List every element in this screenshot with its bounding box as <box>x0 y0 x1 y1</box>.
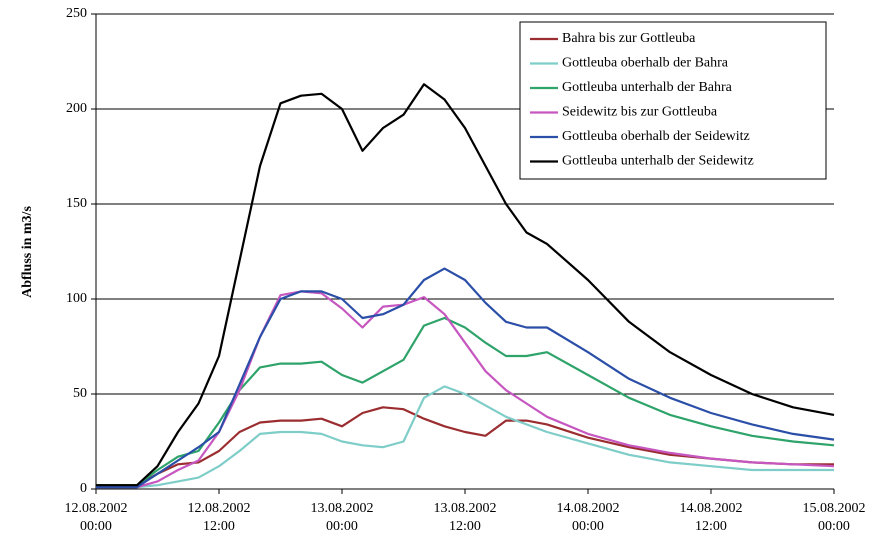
y-tick-label: 200 <box>66 101 87 116</box>
legend-box <box>519 21 827 180</box>
x-tick-label: 15.08.2002 00:00 <box>802 501 866 534</box>
x-tick-label: 13.08.2002 12:00 <box>433 501 497 534</box>
series-line <box>96 316 835 487</box>
x-tick-label: 12.08.2002 12:00 <box>187 501 251 534</box>
y-tick-label: 250 <box>66 6 87 21</box>
y-tick-label: 0 <box>80 481 87 496</box>
legend-label: Gottleuba unterhalb der Bahra <box>562 80 733 95</box>
x-tick-label: 14.08.2002 12:00 <box>679 501 743 534</box>
y-tick-label: 50 <box>73 386 87 401</box>
y-tick-label: 150 <box>66 196 87 211</box>
y-tick-label: 100 <box>66 291 87 306</box>
legend-label: Gottleuba oberhalb der Bahra <box>562 56 729 71</box>
series-line <box>96 385 834 489</box>
x-tick-label: 13.08.2002 00:00 <box>310 501 374 534</box>
legend-label: Seidewitz bis zur Gottleuba <box>562 105 718 120</box>
legend-label: Bahra bis zur Gottleuba <box>562 31 696 46</box>
series-line <box>96 406 834 487</box>
y-axis-label: Abfluss in m3/s <box>20 206 35 298</box>
legend-label: Gottleuba unterhalb der Seidewitz <box>562 154 754 169</box>
series-line <box>96 267 835 489</box>
legend-label: Gottleuba oberhalb der Seidewitz <box>562 129 750 144</box>
x-tick-label: 12.08.2002 00:00 <box>64 501 128 534</box>
series-line <box>96 83 835 487</box>
x-tick-label: 14.08.2002 00:00 <box>556 501 620 534</box>
